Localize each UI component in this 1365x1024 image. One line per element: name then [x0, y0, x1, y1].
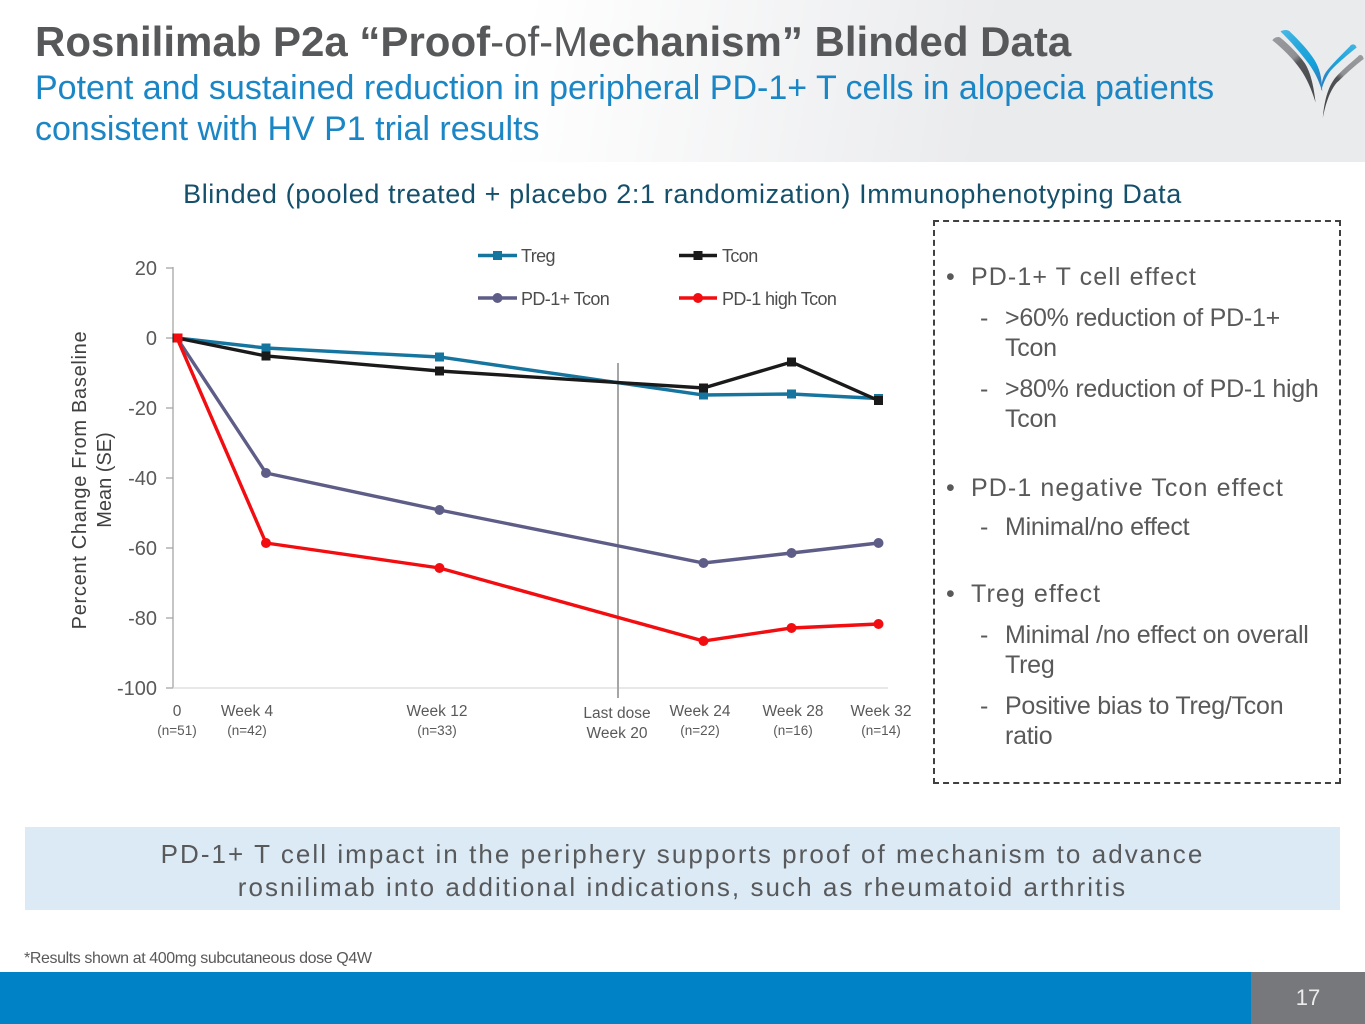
- svg-text:-80: -80: [128, 608, 157, 630]
- svg-text:(n=14): (n=14): [861, 723, 900, 738]
- svg-text:20: 20: [135, 258, 157, 280]
- svg-text:-60: -60: [128, 538, 157, 560]
- svg-text:0: 0: [173, 703, 182, 720]
- svg-text:Mean (SE): Mean (SE): [94, 432, 116, 528]
- svg-text:0: 0: [146, 328, 157, 350]
- svg-text:Tcon: Tcon: [722, 246, 758, 266]
- svg-text:Treg: Treg: [521, 246, 555, 266]
- svg-text:PD-1+ Tcon: PD-1+ Tcon: [521, 289, 609, 309]
- svg-text:Week 28: Week 28: [763, 703, 824, 720]
- svg-text:Percent Change From Baseline: Percent Change From Baseline: [69, 331, 91, 630]
- svg-text:Last dose: Last dose: [583, 705, 650, 722]
- svg-text:-40: -40: [128, 468, 157, 490]
- svg-text:Week 24: Week 24: [670, 703, 731, 720]
- svg-text:Week 20: Week 20: [587, 725, 648, 742]
- svg-text:-100: -100: [117, 678, 157, 700]
- svg-text:(n=33): (n=33): [417, 723, 456, 738]
- svg-text:Week 12: Week 12: [407, 703, 468, 720]
- svg-text:(n=22): (n=22): [680, 723, 719, 738]
- svg-text:Week 32: Week 32: [851, 703, 912, 720]
- svg-text:(n=16): (n=16): [773, 723, 812, 738]
- svg-text:(n=42): (n=42): [227, 723, 266, 738]
- svg-text:Week 4: Week 4: [221, 703, 274, 720]
- svg-text:(n=51): (n=51): [157, 723, 196, 738]
- svg-text:-20: -20: [128, 398, 157, 420]
- svg-text:PD-1 high Tcon: PD-1 high Tcon: [722, 289, 836, 309]
